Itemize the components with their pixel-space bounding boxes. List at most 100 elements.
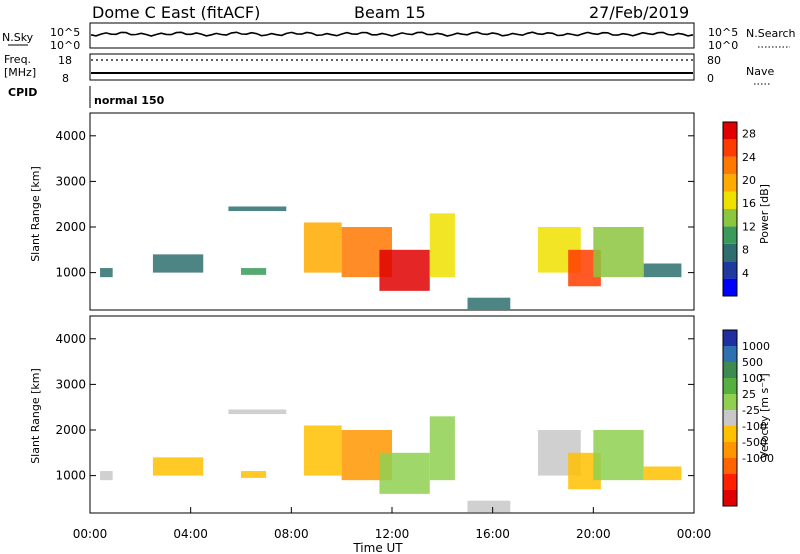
power-colorbar-label: Power [dB] xyxy=(758,184,771,244)
y-tick-label: 1000 xyxy=(55,469,86,483)
velocity-colorbar-tick: 25 xyxy=(742,388,756,401)
freq-panel xyxy=(89,53,695,81)
power-colorbar-segment xyxy=(723,191,737,209)
velocity-colorbar-tick: 100 xyxy=(742,372,763,385)
power-colorbar-tick: 8 xyxy=(742,244,749,257)
power-colorbar-tick: 20 xyxy=(742,174,756,187)
cpid-value: normal 150 xyxy=(94,94,165,107)
power-cell xyxy=(152,254,204,273)
velocity-colorbar-segment xyxy=(723,490,737,506)
velocity-cell xyxy=(429,416,455,481)
velocity-colorbar: 1000 500 100 25 -25 -100 -500 -1000 xyxy=(722,329,774,507)
power-colorbar-tick: 24 xyxy=(742,151,756,164)
nsky-tick-top: 10^5 xyxy=(50,26,80,39)
power-colorbar-segment xyxy=(723,209,737,227)
power-cell xyxy=(643,263,682,278)
nsearch-tick-top: 10^5 xyxy=(708,26,738,39)
velocity-colorbar-tick: -1000 xyxy=(742,452,774,465)
power-colorbar-segment xyxy=(723,278,737,296)
velocity-colorbar-tick: 1000 xyxy=(742,340,770,353)
power-ylabel: Slant Range [km] xyxy=(29,166,42,262)
nsky-label: N.Sky xyxy=(2,31,34,44)
freq-tick-bottom: 8 xyxy=(62,72,69,85)
power-cell xyxy=(429,213,455,278)
power-cell xyxy=(303,222,342,273)
freq-label: Freq. xyxy=(4,53,31,66)
power-colorbar-segment xyxy=(723,122,737,140)
power-cell xyxy=(467,297,511,310)
date-label: 27/Feb/2019 xyxy=(589,3,689,22)
velocity-colorbar-segment xyxy=(723,458,737,474)
velocity-colorbar-tick: -25 xyxy=(742,404,760,417)
power-colorbar-segment xyxy=(723,261,737,279)
y-tick-label: 1000 xyxy=(55,266,86,280)
velocity-colorbar-label: Velocity [m s⁻¹] xyxy=(758,373,771,458)
velocity-colorbar-tick: -500 xyxy=(742,436,767,449)
x-tick-label: 00:00 xyxy=(677,527,712,541)
y-tick-label: 4000 xyxy=(55,332,86,346)
nsearch-label: N.Search xyxy=(746,27,796,40)
velocity-colorbar-tick: 500 xyxy=(742,356,763,369)
x-tick-label: 12:00 xyxy=(375,527,410,541)
velocity-colorbar-segment xyxy=(723,426,737,442)
nsky-tick-bottom: 10^0 xyxy=(50,39,80,52)
power-colorbar-segment xyxy=(723,174,737,192)
nsearch-tick-bottom: 10^0 xyxy=(708,39,738,52)
power-cell xyxy=(241,268,267,275)
velocity-cell xyxy=(100,471,113,481)
y-tick-label: 3000 xyxy=(55,377,86,391)
power-colorbar-segment xyxy=(723,139,737,157)
power-colorbar-tick: 28 xyxy=(742,128,756,141)
beam-label: Beam 15 xyxy=(354,3,426,22)
velocity-cell xyxy=(467,500,511,513)
velocity-cell xyxy=(303,425,342,476)
nave-label: Nave xyxy=(746,65,774,78)
power-colorbar: 4 8 12 16 20 24 28 xyxy=(722,121,756,297)
velocity-cell xyxy=(593,430,644,481)
nave-tick-bottom: 0 xyxy=(707,72,714,85)
velocity-colorbar-segment xyxy=(723,378,737,394)
velocity-y-axis: 1000 2000 3000 4000 xyxy=(55,332,694,483)
power-colorbar-tick: 16 xyxy=(742,197,756,210)
nsky-trace xyxy=(90,31,694,37)
velocity-heatmap xyxy=(100,409,682,513)
power-cell xyxy=(100,268,113,278)
power-colorbar-segment xyxy=(723,156,737,175)
nave-tick-top: 80 xyxy=(707,54,721,67)
x-axis-label: Time UT xyxy=(352,541,403,554)
x-tick-label: 04:00 xyxy=(173,527,208,541)
freq-tick-top: 18 xyxy=(58,54,72,67)
power-colorbar-frame xyxy=(722,121,738,297)
y-tick-label: 3000 xyxy=(55,174,86,188)
y-tick-label: 2000 xyxy=(55,423,86,437)
plot-title: Dome C East (fitACF) xyxy=(92,3,260,22)
velocity-cell xyxy=(241,471,267,478)
power-cell xyxy=(228,206,287,212)
x-tick-label: 08:00 xyxy=(274,527,309,541)
x-tick-label: 20:00 xyxy=(576,527,611,541)
power-panel-frame xyxy=(89,112,695,311)
freq-unit-label: [MHz] xyxy=(4,66,36,79)
x-axis: 00:00 04:00 08:00 12:00 16:00 20:00 00:00 xyxy=(73,507,712,541)
velocity-ylabel: Slant Range [km] xyxy=(29,368,42,464)
power-colorbar-tick: 12 xyxy=(742,220,756,233)
velocity-colorbar-segment xyxy=(723,362,737,378)
nsky-panel xyxy=(89,22,695,49)
cpid-label: CPID xyxy=(8,86,37,99)
power-colorbar-segment xyxy=(723,243,737,262)
power-cell xyxy=(593,227,644,278)
velocity-colorbar-segment xyxy=(723,330,737,346)
power-colorbar-tick: 4 xyxy=(742,267,749,280)
velocity-cell xyxy=(643,466,682,481)
velocity-cell xyxy=(379,452,430,494)
x-tick-label: 16:00 xyxy=(475,527,510,541)
y-tick-label: 4000 xyxy=(55,129,86,143)
y-tick-label: 2000 xyxy=(55,220,86,234)
x-tick-label: 00:00 xyxy=(73,527,108,541)
velocity-colorbar-segment xyxy=(723,394,737,410)
velocity-colorbar-tick: -100 xyxy=(742,420,767,433)
power-colorbar-segment xyxy=(723,226,737,244)
power-heatmap xyxy=(100,206,682,310)
velocity-colorbar-frame xyxy=(722,329,738,507)
